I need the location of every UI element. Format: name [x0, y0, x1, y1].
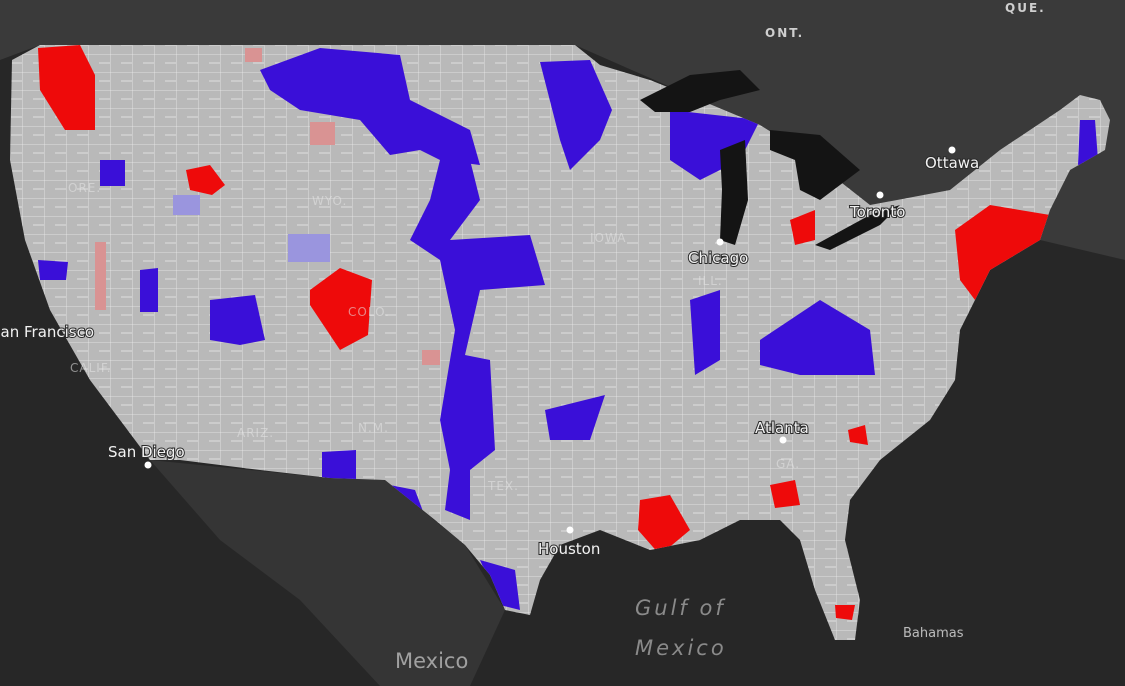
- city-dot: [948, 146, 956, 154]
- great-lakes: [640, 70, 900, 250]
- city-label: Atlanta: [755, 419, 809, 437]
- blue-counties: [38, 48, 1098, 610]
- county-group: [770, 480, 800, 508]
- state-label: COLO.: [348, 305, 390, 319]
- county-group: [288, 234, 330, 262]
- county-group: [140, 268, 158, 312]
- province-label: QUE.: [1005, 1, 1046, 15]
- county-group: [410, 160, 545, 520]
- light-counties: [95, 48, 440, 365]
- county-group: [1078, 120, 1098, 165]
- city-label: Toronto: [849, 203, 905, 221]
- city-label: Ottawa: [925, 154, 979, 172]
- county-group: [540, 60, 612, 170]
- labels: QUE. ONT. Ottawa Toronto Chicago San Fra…: [0, 1, 1046, 673]
- county-group: [173, 195, 200, 215]
- county-group: [422, 350, 440, 365]
- county-group: [245, 48, 262, 62]
- city-dots: [144, 146, 956, 534]
- county-group: [955, 205, 1050, 300]
- county-group: [545, 395, 605, 440]
- county-group: [790, 210, 815, 245]
- lake-huron: [770, 130, 860, 200]
- state-label: WYO.: [312, 194, 347, 208]
- state-label: ORE.: [68, 181, 101, 195]
- province-label: ONT.: [765, 26, 804, 40]
- lake-erie: [815, 205, 900, 250]
- county-group: [638, 495, 690, 555]
- county-group: [100, 160, 125, 186]
- sea-label: Gulf of: [635, 596, 726, 620]
- city-label: San Francisco: [0, 323, 94, 341]
- lake-superior: [640, 70, 760, 112]
- county-group: [38, 45, 95, 130]
- city-dot: [779, 436, 787, 444]
- red-counties: [38, 45, 1050, 620]
- county-group: [186, 165, 225, 195]
- sea-label: Mexico: [635, 636, 727, 660]
- county-group: [95, 242, 106, 310]
- city-dot: [566, 526, 574, 534]
- city-label: Houston: [538, 540, 600, 558]
- city-dot: [144, 461, 152, 469]
- city-dot: [716, 238, 724, 246]
- county-group: [670, 110, 760, 180]
- county-group: [210, 295, 265, 345]
- state-label: ILL.: [698, 274, 723, 288]
- county-group: [835, 605, 855, 620]
- county-group: [310, 122, 335, 145]
- city-dot: [876, 191, 884, 199]
- canada: [0, 0, 1125, 260]
- county-group: [480, 560, 520, 610]
- county-group: [260, 48, 480, 165]
- county-group: [848, 425, 868, 445]
- county-group: [38, 260, 68, 280]
- lake-michigan: [720, 140, 748, 245]
- state-label: N.M.: [358, 421, 389, 435]
- state-label: ARIZ.: [237, 426, 274, 440]
- city-label: Chicago: [688, 249, 748, 267]
- county-group: [690, 290, 720, 375]
- state-label: GA.: [776, 457, 800, 471]
- city-label: San Diego: [108, 443, 185, 461]
- country-label: Bahamas: [903, 626, 964, 641]
- country-label: Mexico: [395, 649, 468, 673]
- state-label: TEX.: [487, 479, 519, 493]
- state-label: CALIF.: [70, 361, 112, 375]
- county-group: [760, 300, 875, 375]
- state-label: IOWA: [590, 231, 626, 245]
- county-group: [310, 268, 372, 350]
- mexico-land: [150, 460, 505, 686]
